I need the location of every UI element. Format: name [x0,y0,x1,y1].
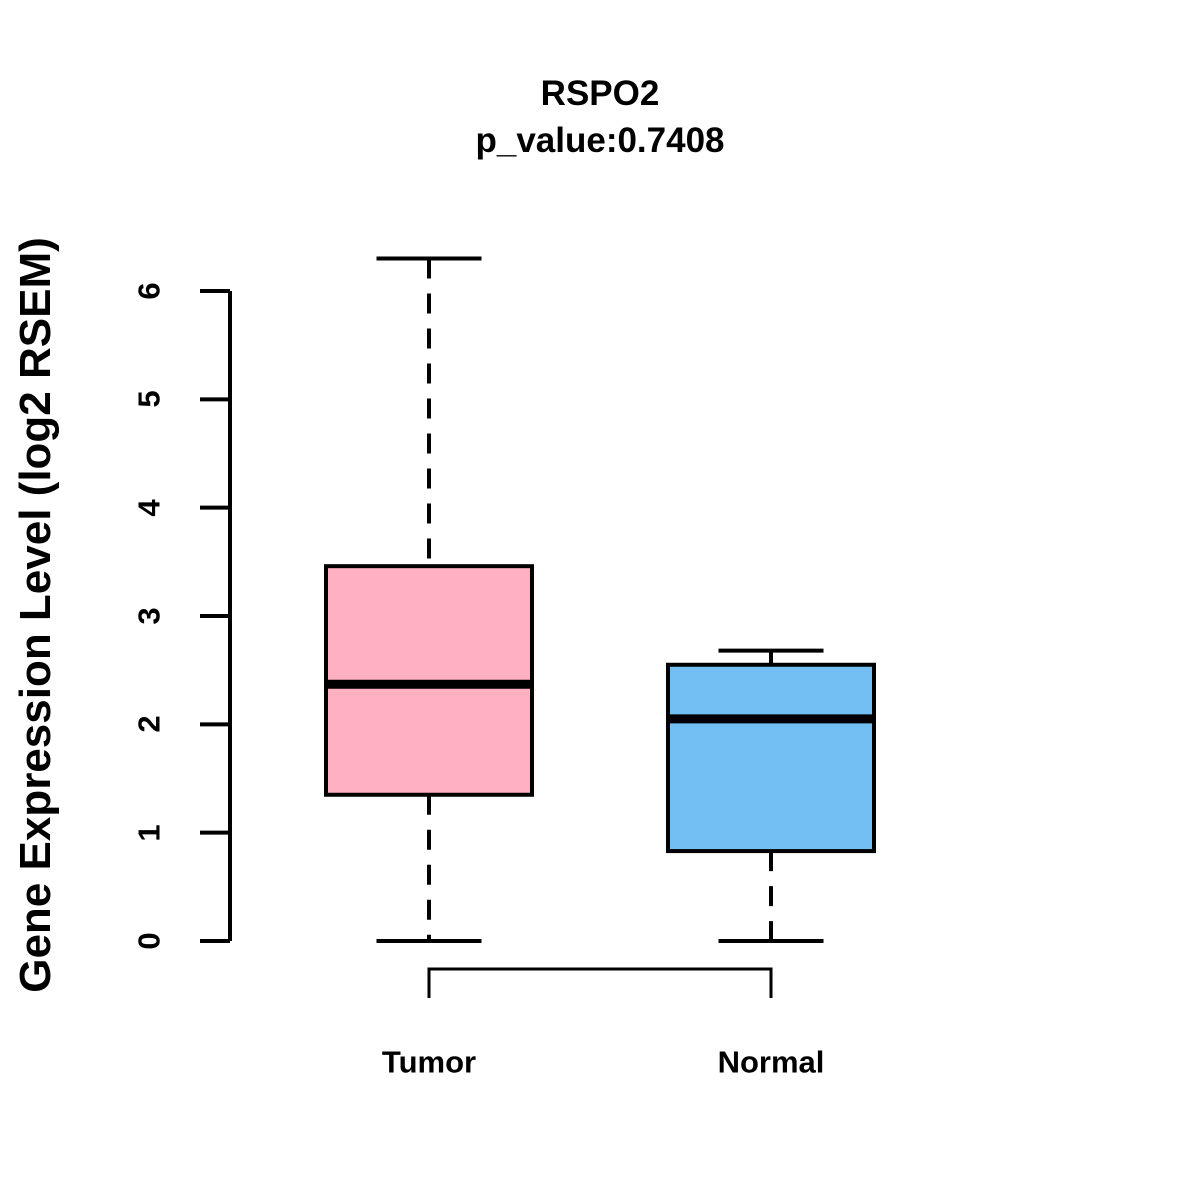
y-tick-label: 2 [131,715,167,733]
y-tick-label: 1 [131,824,167,842]
y-tick-label: 0 [131,932,167,950]
comparison-bracket [427,967,773,998]
chart-title: RSPO2 [540,74,660,113]
y-tick-label: 5 [131,390,167,408]
y-tick-label: 3 [131,607,167,625]
category-label-normal: Normal [717,1044,825,1080]
y-tick-label: 6 [131,282,167,300]
y-tick-label: 4 [131,499,167,517]
category-label-tumor: Tumor [381,1044,477,1080]
chart-subtitle-pvalue: p_value:0.7408 [475,121,725,160]
box-normal [666,662,876,854]
